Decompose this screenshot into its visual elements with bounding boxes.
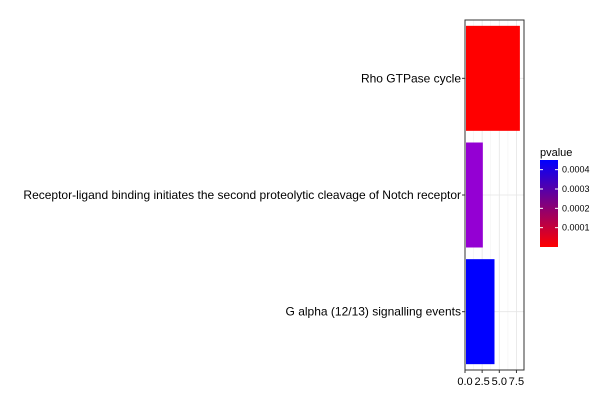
bar <box>466 259 495 365</box>
bar <box>466 25 520 131</box>
y-tick-label: Rho GTPase cycle <box>361 71 461 85</box>
plot-bars <box>466 25 520 365</box>
x-tick-label: 0.0 <box>457 376 472 388</box>
x-axis: 0.0 2.5 5.0 7.5 <box>457 370 524 388</box>
legend-tick-label: 0.0002 <box>562 203 590 213</box>
legend-tick-label: 0.0003 <box>562 184 590 194</box>
bar <box>466 142 483 248</box>
legend-tick-label: 0.0001 <box>562 223 590 233</box>
y-tick-label: Receptor-ligand binding initiates the se… <box>23 188 461 202</box>
x-tick-label: 2.5 <box>475 376 490 388</box>
legend-tick-label: 0.0004 <box>562 165 590 175</box>
legend: pvalue 0.0001 0.0002 0.0003 0.0004 <box>540 147 590 247</box>
y-axis: Rho GTPase cycle Receptor-ligand binding … <box>23 71 465 319</box>
x-tick-label: 7.5 <box>509 376 524 388</box>
y-tick-label: G alpha (12/13) signalling events <box>286 305 461 319</box>
x-tick-label: 5.0 <box>492 376 507 388</box>
legend-title: pvalue <box>540 147 572 159</box>
legend-colorbar <box>540 160 558 247</box>
